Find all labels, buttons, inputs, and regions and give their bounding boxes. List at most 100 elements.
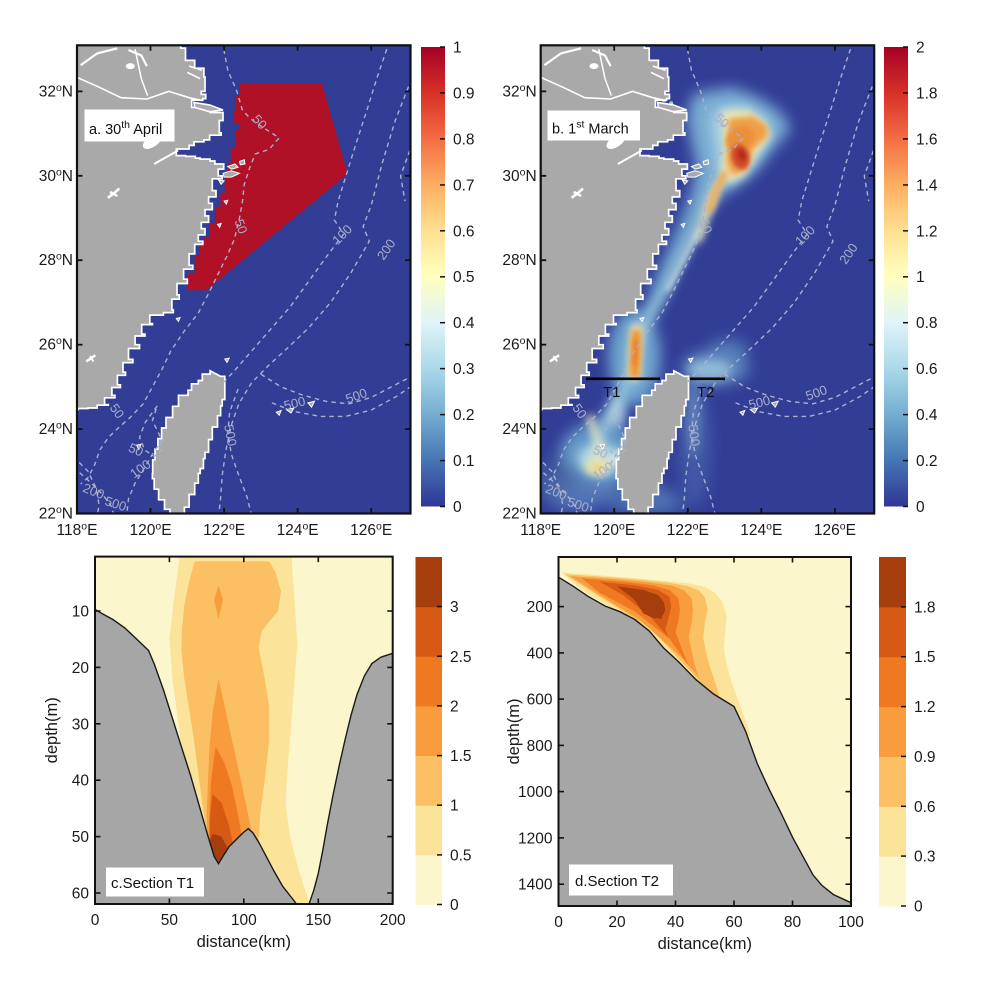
svg-text:0: 0 [453,499,462,516]
svg-text:122oE: 122oE [203,521,245,540]
svg-text:1.2: 1.2 [914,699,936,716]
svg-text:500: 500 [685,424,703,448]
svg-text:0: 0 [914,899,923,916]
svg-text:0.8: 0.8 [916,315,938,332]
svg-text:20: 20 [72,660,90,677]
svg-text:60: 60 [725,914,743,931]
svg-text:0.7: 0.7 [453,177,475,194]
svg-text:0.9: 0.9 [453,85,475,102]
svg-text:122oE: 122oE [667,521,709,540]
svg-text:28oN: 28oN [39,251,73,270]
svg-text:20: 20 [608,914,626,931]
svg-text:200: 200 [527,599,553,616]
svg-text:600: 600 [527,692,553,709]
svg-text:28oN: 28oN [502,251,536,270]
svg-text:80: 80 [784,914,802,931]
svg-text:0: 0 [450,897,459,914]
svg-text:1.8: 1.8 [916,85,938,102]
svg-text:1.2: 1.2 [916,223,938,240]
svg-text:500: 500 [103,493,128,514]
svg-text:2.5: 2.5 [450,649,472,666]
svg-text:depth(m): depth(m) [505,698,523,764]
svg-text:50: 50 [72,829,90,846]
svg-text:1000: 1000 [518,784,553,801]
svg-text:800: 800 [527,738,553,755]
svg-text:1.5: 1.5 [450,748,472,765]
svg-text:0.6: 0.6 [914,799,936,816]
svg-text:0: 0 [916,499,925,516]
svg-text:50: 50 [126,440,145,460]
svg-text:50: 50 [696,217,715,236]
svg-text:0.2: 0.2 [916,453,938,470]
svg-text:26oN: 26oN [502,335,536,354]
svg-text:depth(m): depth(m) [43,697,61,763]
svg-text:30: 30 [72,716,90,733]
svg-text:distance(km): distance(km) [658,935,752,953]
svg-text:0.2: 0.2 [453,407,475,424]
svg-text:1400: 1400 [518,877,553,894]
svg-text:120oE: 120oE [593,521,635,540]
svg-text:0.6: 0.6 [916,361,938,378]
svg-text:a. 30th April: a. 30th April [89,119,162,138]
svg-text:22oN: 22oN [502,504,536,523]
svg-text:0.5: 0.5 [450,847,472,864]
svg-text:30oN: 30oN [39,166,73,185]
svg-text:124oE: 124oE [277,521,319,540]
svg-text:24oN: 24oN [39,420,73,439]
svg-text:500: 500 [344,385,370,407]
svg-text:2: 2 [916,40,925,57]
svg-text:0.5: 0.5 [453,269,475,286]
svg-text:118oE: 118oE [57,521,98,540]
svg-text:0.3: 0.3 [914,849,936,866]
svg-text:124oE: 124oE [740,521,782,540]
svg-text:0.4: 0.4 [916,407,938,424]
svg-text:500: 500 [221,423,240,447]
svg-text:1200: 1200 [518,830,553,847]
svg-text:50: 50 [591,442,610,462]
svg-text:0.9: 0.9 [914,749,936,766]
svg-text:distance(km): distance(km) [197,933,291,951]
svg-text:118oE: 118oE [520,521,561,540]
svg-text:24oN: 24oN [502,420,536,439]
svg-text:d.Section T2: d.Section T2 [575,873,659,890]
svg-text:500: 500 [566,494,591,515]
svg-text:1.5: 1.5 [914,649,936,666]
svg-text:60: 60 [72,886,90,903]
svg-text:40: 40 [72,773,90,790]
svg-text:1: 1 [916,269,925,286]
svg-text:1.4: 1.4 [916,177,938,194]
svg-text:1: 1 [450,798,459,815]
svg-text:30oN: 30oN [502,166,536,185]
svg-text:2: 2 [450,698,459,715]
svg-text:100: 100 [838,914,864,931]
svg-text:500: 500 [747,393,772,413]
svg-text:26oN: 26oN [39,335,73,354]
svg-text:40: 40 [667,914,685,931]
svg-text:200: 200 [380,912,406,929]
svg-text:50: 50 [161,912,179,929]
svg-text:400: 400 [527,645,553,662]
svg-text:32oN: 32oN [39,82,73,101]
svg-text:126oE: 126oE [814,521,856,540]
svg-text:500: 500 [804,382,830,404]
svg-text:1.8: 1.8 [914,599,936,616]
svg-text:0.3: 0.3 [453,361,475,378]
svg-text:150: 150 [305,912,331,929]
svg-text:T2: T2 [697,384,715,401]
svg-text:0.1: 0.1 [453,453,475,470]
svg-text:b. 1st March: b. 1st March [552,119,629,138]
svg-text:0: 0 [91,912,100,929]
svg-text:50: 50 [107,401,128,421]
svg-text:0.6: 0.6 [453,223,475,240]
svg-text:126oE: 126oE [350,521,392,540]
svg-text:1: 1 [453,40,462,57]
svg-text:50: 50 [569,401,590,421]
svg-text:22oN: 22oN [39,504,73,523]
svg-text:c.Section T1: c.Section T1 [111,875,194,892]
svg-text:0: 0 [554,914,563,931]
svg-text:3: 3 [450,599,459,616]
svg-text:120oE: 120oE [129,521,171,540]
svg-text:500: 500 [282,393,307,413]
svg-text:32oN: 32oN [502,82,536,101]
svg-text:10: 10 [72,604,90,621]
